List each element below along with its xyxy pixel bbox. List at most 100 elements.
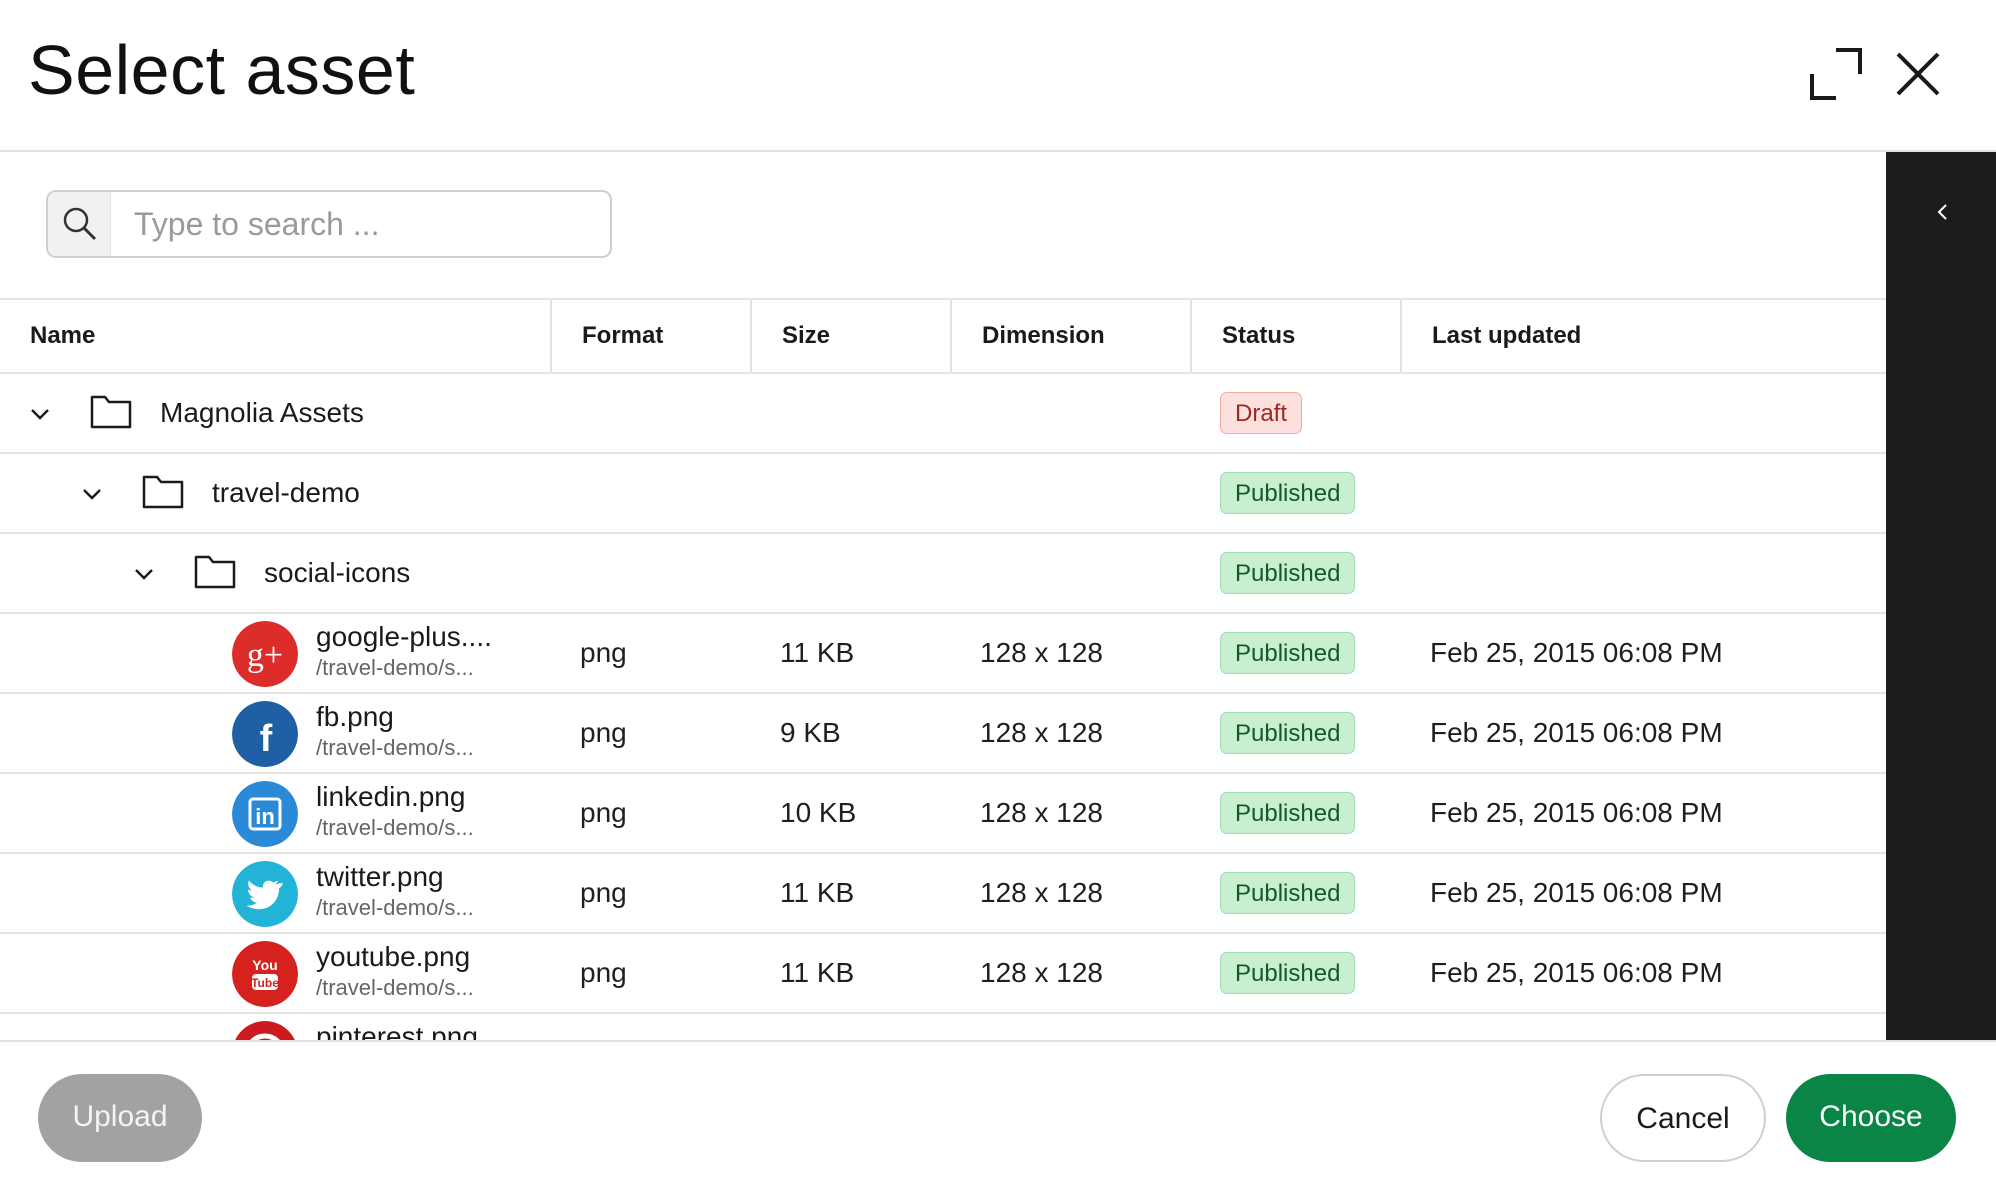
last-updated-cell: Feb 25, 2015 06:08 PM [1430,637,1723,668]
table-row[interactable]: twitter.png /travel-demo/s... png 11 KB … [0,854,1886,934]
dimension-cell: 128 x 128 [980,877,1103,908]
table-row[interactable]: f fb.png /travel-demo/s... png 9 KB 128 … [0,694,1886,774]
size-cell: 11 KB [780,637,855,668]
status-cell: Draft [1220,374,1303,452]
file-path: /travel-demo/s... [316,815,474,840]
chevron-down-icon[interactable] [130,560,158,588]
youtube-icon: You Tube [232,941,298,1007]
size-cell: 10 KB [780,797,857,828]
format-cell: png [580,717,627,748]
file-path: /travel-demo/s... [316,735,474,760]
chevron-down-icon[interactable] [78,480,106,508]
upload-button[interactable]: Upload [38,1074,202,1162]
facebook-icon: f [232,701,298,767]
column-header-status[interactable]: Status [1190,300,1400,372]
chevron-down-icon[interactable] [26,400,54,428]
status-badge: Published [1220,952,1356,994]
search-icon-box[interactable] [48,192,111,256]
status-cell: Published [1220,534,1356,612]
file-info: pinterest.png [316,1020,478,1040]
dimension-cell: 128 x 128 [980,797,1103,828]
column-header-size[interactable]: Size [750,300,950,372]
file-info: fb.png /travel-demo/s... [316,700,474,762]
folder-row-magnolia-assets[interactable]: Magnolia Assets Draft [0,374,1886,454]
dimension-cell: 128 x 128 [980,637,1103,668]
dialog-footer: Upload Cancel Choose [0,1040,1996,1194]
column-header-format[interactable]: Format [550,300,750,372]
last-updated-cell: Feb 25, 2015 06:08 PM [1430,717,1723,748]
svg-text:You: You [252,957,277,973]
table-row[interactable]: You Tube youtube.png /travel-demo/s... pn… [0,934,1886,1014]
expand-icon [1810,48,1862,100]
folder-row-social-icons[interactable]: social-icons Published [0,534,1886,614]
folder-icon [194,553,236,589]
column-header-name[interactable]: Name [30,322,96,349]
choose-button[interactable]: Choose [1786,1074,1956,1162]
table-row[interactable]: g+ google-plus.... /travel-demo/s... png… [0,614,1886,694]
svg-text:in: in [255,804,275,829]
size-cell: 9 KB [780,717,841,748]
file-name: google-plus.... [316,621,492,652]
dialog-title: Select asset [28,31,416,109]
format-cell: png [580,797,627,828]
column-header-dimension[interactable]: Dimension [950,300,1190,372]
status-cell: Published [1220,694,1356,772]
svg-text:f: f [260,718,273,760]
table-row[interactable]: pinterest.png [0,1014,1886,1040]
dimension-cell: 128 x 128 [980,957,1103,988]
table-header: Name Format Size Dimension Status Last u… [0,298,1886,374]
folder-name: social-icons [264,557,411,588]
size-cell: 11 KB [780,877,855,908]
search-input[interactable] [134,192,594,256]
last-updated-cell: Feb 25, 2015 06:08 PM [1430,877,1723,908]
size-cell: 11 KB [780,957,855,988]
status-cell: Published [1220,854,1356,932]
file-info: twitter.png /travel-demo/s... [316,860,474,922]
svg-text:Tube: Tube [251,976,279,990]
last-updated-cell: Feb 25, 2015 06:08 PM [1430,797,1723,828]
folder-row-travel-demo[interactable]: travel-demo Published [0,454,1886,534]
expand-button[interactable] [1806,44,1866,104]
folder-icon [142,473,184,509]
dimension-cell: 128 x 128 [980,717,1103,748]
file-name: fb.png [316,701,394,732]
search-box [46,190,612,258]
status-badge: Published [1220,872,1356,914]
dialog-header: Select asset [0,0,1996,152]
status-badge: Published [1220,632,1356,674]
file-path: /travel-demo/s... [316,655,474,680]
status-badge: Published [1220,552,1356,594]
status-badge: Published [1220,472,1356,514]
linkedin-icon: in [232,781,298,847]
file-name: twitter.png [316,861,444,892]
file-name: linkedin.png [316,781,466,812]
asset-browser: Name Format Size Dimension Status Last u… [0,152,1886,1040]
side-panel-toggle[interactable] [1922,192,1962,232]
status-badge: Published [1220,712,1356,754]
status-cell: Published [1220,454,1356,532]
svg-text:g+: g+ [247,637,283,674]
status-cell: Published [1220,934,1356,1012]
search-icon [63,207,97,241]
format-cell: png [580,877,627,908]
file-info: youtube.png /travel-demo/s... [316,940,474,1002]
cancel-button[interactable]: Cancel [1600,1074,1766,1162]
asset-table: Name Format Size Dimension Status Last u… [0,298,1886,1040]
format-cell: png [580,637,627,668]
close-icon [1896,52,1940,96]
column-header-last-updated[interactable]: Last updated [1400,300,1886,372]
file-path: /travel-demo/s... [316,975,474,1000]
file-name: youtube.png [316,941,471,972]
close-button[interactable] [1888,44,1948,104]
table-row[interactable]: in linkedin.png /travel-demo/s... png 10… [0,774,1886,854]
pinterest-icon [232,1021,298,1040]
status-cell: Published [1220,774,1356,852]
file-info: google-plus.... /travel-demo/s... [316,620,492,682]
file-name: pinterest.png [316,1021,478,1040]
file-path: /travel-demo/s... [316,895,474,920]
status-badge: Draft [1220,392,1303,434]
side-panel [1886,152,1996,1040]
folder-name: travel-demo [212,477,360,508]
file-info: linkedin.png /travel-demo/s... [316,780,474,842]
last-updated-cell: Feb 25, 2015 06:08 PM [1430,957,1723,988]
